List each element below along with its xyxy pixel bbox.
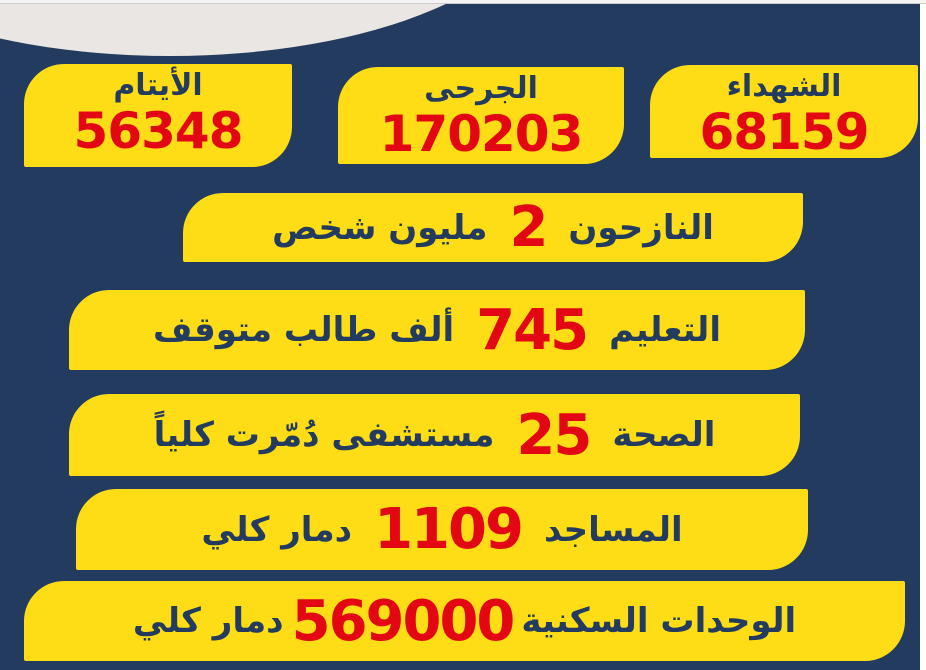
stat-value: 170203 bbox=[379, 105, 584, 163]
row-text: ألف طالب متوقف bbox=[153, 310, 455, 350]
row-value: 569000 bbox=[291, 588, 516, 654]
row-value: 2 bbox=[509, 195, 548, 260]
row-value: 1109 bbox=[374, 497, 524, 562]
stat-label: الشهداء bbox=[726, 69, 842, 104]
decorative-swoosh bbox=[0, 4, 540, 56]
row-value: 745 bbox=[476, 297, 589, 363]
row-text: دمار كلي bbox=[132, 601, 284, 641]
row-label: الوحدات السكنية bbox=[521, 601, 797, 641]
row-health: الصحة 25 مستشفى دُمّرت كلياً bbox=[69, 394, 800, 476]
row-housing: الوحدات السكنية 569000 دمار كلي bbox=[24, 581, 905, 661]
stat-martyrs: الشهداء 68159 bbox=[650, 65, 918, 161]
row-text: مليون شخص bbox=[272, 207, 488, 248]
row-education: التعليم 745 ألف طالب متوقف bbox=[69, 290, 805, 370]
row-displaced: النازحون 2 مليون شخص bbox=[183, 193, 803, 262]
row-label: التعليم bbox=[609, 310, 721, 350]
row-value: 25 bbox=[516, 402, 592, 468]
stat-label: الأيتام bbox=[113, 68, 203, 103]
top-strip bbox=[0, 0, 926, 4]
row-label: النازحون bbox=[568, 207, 714, 248]
row-text: دمار كلي bbox=[201, 509, 353, 550]
stat-value: 56348 bbox=[73, 102, 244, 160]
stat-orphans: الأيتام 56348 bbox=[24, 64, 292, 167]
stat-value: 68159 bbox=[699, 103, 870, 161]
stat-label: الجرحى bbox=[424, 71, 538, 106]
row-text: مستشفى دُمّرت كلياً bbox=[153, 415, 495, 455]
row-mosques: المساجد 1109 دمار كلي bbox=[76, 489, 808, 570]
row-label: الصحة bbox=[612, 415, 716, 455]
row-label: المساجد bbox=[543, 509, 683, 550]
stat-wounded: الجرحى 170203 bbox=[338, 67, 624, 164]
